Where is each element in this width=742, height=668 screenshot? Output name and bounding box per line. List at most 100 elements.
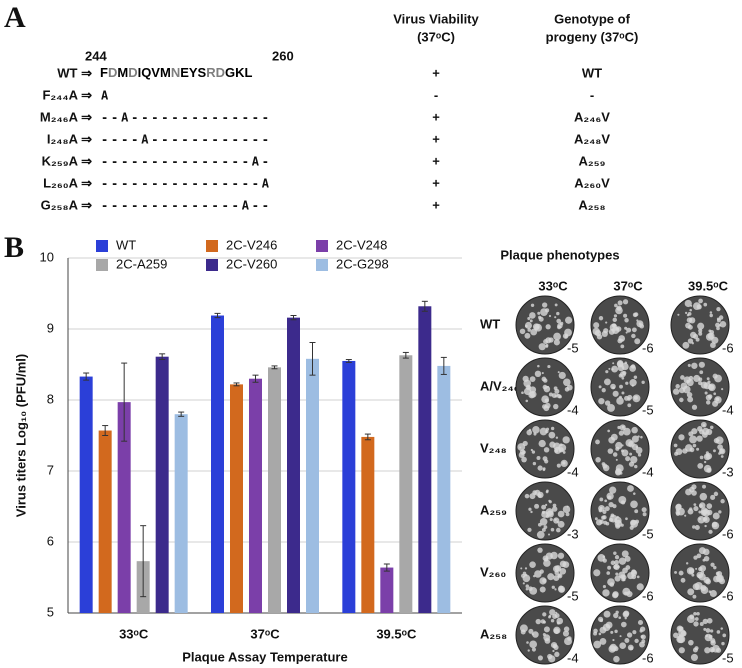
- plaque-row-label: V₂₆₀: [480, 564, 506, 579]
- plaque-row-label: A₂₅₉: [480, 502, 507, 517]
- plaque-spot: [558, 395, 561, 398]
- plaque-spot: [547, 653, 553, 660]
- plaque-spot: [703, 460, 707, 464]
- plaque-column: 39.5ᵒC: [688, 278, 729, 293]
- plaque-spot: [634, 338, 641, 345]
- plaque-spot: [713, 491, 719, 497]
- plaque-spot: [709, 589, 717, 598]
- plaque-spot: [541, 510, 549, 518]
- plaque-spot: [562, 436, 570, 444]
- plaque-spot: [564, 637, 572, 646]
- plaque-spot: [624, 318, 629, 323]
- plaque-spot: [612, 452, 618, 457]
- plaque-spot: [697, 574, 702, 579]
- error-bar: [402, 351, 409, 359]
- legend-label: 2C-V246: [226, 237, 277, 252]
- plaque-spot: [543, 626, 550, 633]
- plaque-spot: [616, 327, 620, 330]
- plaque-spot: [678, 570, 684, 576]
- plaque-spot: [536, 530, 545, 539]
- plaque-spot: [596, 334, 603, 340]
- plaque-spot: [550, 527, 555, 532]
- plaque-spot: [682, 385, 691, 394]
- plaque-spot: [551, 506, 558, 512]
- plaque-spot: [617, 425, 621, 430]
- plaque-spot: [698, 503, 703, 508]
- plaque-spot: [539, 569, 544, 574]
- plaque-spot: [607, 565, 612, 570]
- residue: EYS: [180, 65, 206, 80]
- plaque-spot: [686, 392, 693, 398]
- plaque-spot: [520, 567, 523, 570]
- plaque-spot: [705, 400, 711, 405]
- plaque-spot: [526, 641, 529, 644]
- plaque-spot: [608, 367, 611, 370]
- plaque-spot: [719, 320, 727, 328]
- plaque-spot: [528, 507, 532, 511]
- legend-label: 2C-G298: [336, 256, 389, 271]
- plaque-spot: [557, 552, 565, 559]
- plaque-spot: [701, 432, 708, 438]
- plaque-spot: [636, 575, 640, 579]
- plaque-spot: [537, 655, 543, 661]
- plaque-spot: [527, 649, 530, 652]
- plaque-spot: [602, 623, 611, 632]
- plaque-spot: [702, 484, 707, 489]
- plaque-spot: [599, 497, 604, 502]
- bar: [380, 567, 394, 613]
- plaque-spot: [545, 324, 551, 330]
- plaque-spot: [601, 388, 606, 393]
- plaque-spot: [641, 380, 645, 384]
- plaque-spot: [682, 448, 688, 454]
- plaque-spot: [556, 520, 559, 523]
- row-label: M₂₄₆A ⇒: [40, 109, 92, 124]
- plaque-spot: [553, 442, 561, 450]
- plaque-spot: [542, 456, 548, 462]
- plaque-spot: [627, 403, 632, 408]
- plaque-spot: [598, 632, 602, 636]
- alignment: - - - - - - - - - - - - - - A - -: [101, 199, 268, 213]
- plaque-spot: [541, 504, 547, 510]
- plaque-spot: [715, 436, 724, 445]
- plaque-spot: [535, 618, 541, 625]
- plaque-spot: [521, 456, 527, 463]
- plaque-spot: [543, 559, 551, 567]
- row-label: I₂₄₈A ⇒: [47, 131, 92, 146]
- plaque-spot: [633, 492, 636, 495]
- plaque-spot: [714, 396, 722, 404]
- plaque-spot: [710, 494, 716, 501]
- plaque-spot: [696, 447, 700, 451]
- row-label: G₂₅₈A ⇒: [41, 197, 92, 212]
- plaque-spot: [553, 386, 558, 391]
- plaque-spot: [531, 647, 537, 652]
- genotype-header: Genotype of: [554, 11, 631, 26]
- genotype: -: [590, 87, 594, 102]
- plaque-spot: [696, 553, 702, 559]
- plaque-spot: [613, 612, 619, 619]
- plaque-spot: [604, 400, 611, 406]
- start-position: 244: [85, 48, 107, 63]
- plaque-spot: [697, 322, 705, 330]
- dilution: -6: [642, 340, 654, 355]
- plaque-spot: [623, 313, 628, 318]
- plaque-spot: [619, 642, 627, 650]
- plaque-spot: [549, 609, 556, 616]
- plaque-spot: [631, 426, 638, 434]
- plaque-spot: [693, 621, 699, 627]
- plaque-spot: [721, 641, 725, 646]
- viability: +: [432, 153, 440, 168]
- dilution: -4: [642, 464, 654, 479]
- plaque-spot: [554, 570, 559, 576]
- plaque-spot: [705, 394, 712, 401]
- plaque-spot: [599, 638, 607, 645]
- plaque-spot: [692, 443, 697, 448]
- plaque-spot: [525, 384, 532, 390]
- plaque-spot: [704, 391, 708, 395]
- plaque-spot: [703, 302, 708, 307]
- plaque-spot: [698, 517, 701, 521]
- plaque-spot: [689, 435, 698, 444]
- alignment: - - - - A - - - - - - - - - - - -: [101, 133, 268, 147]
- plaque-spot: [716, 326, 720, 331]
- plaque-spot: [690, 653, 698, 661]
- plaque-spot: [631, 574, 637, 580]
